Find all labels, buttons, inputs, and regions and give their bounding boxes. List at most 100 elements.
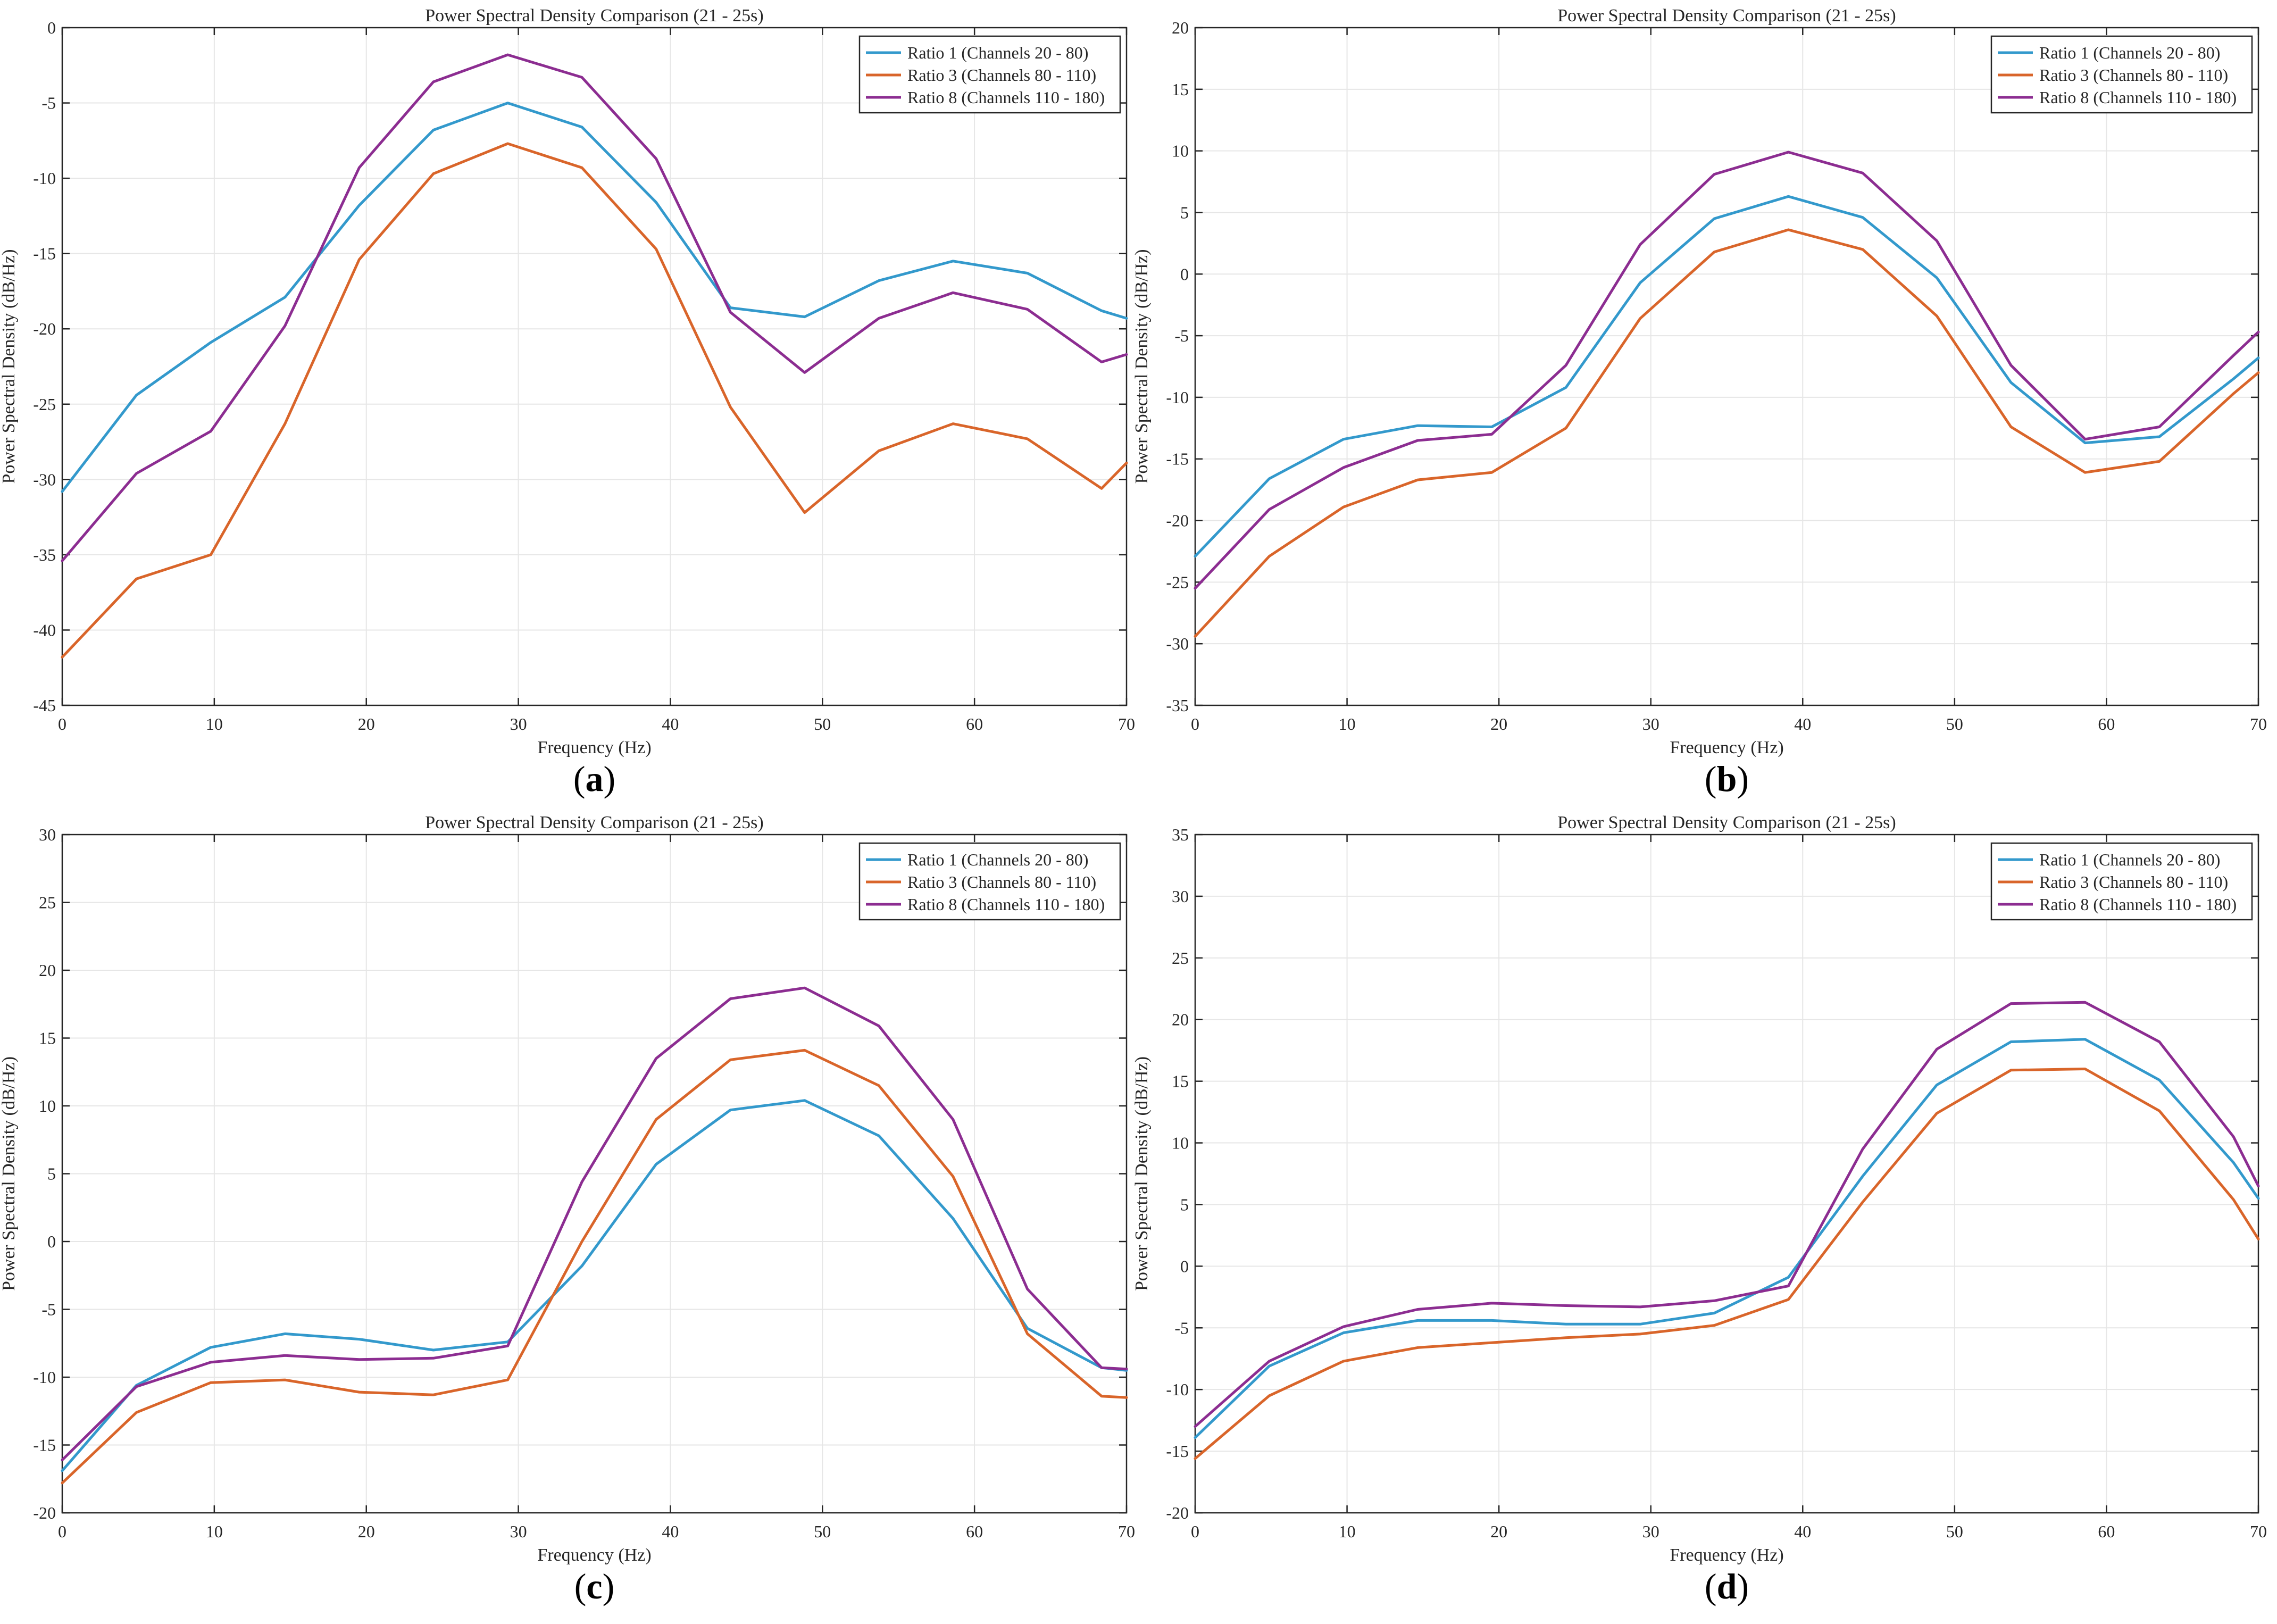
- y-tick-label: 35: [1172, 825, 1189, 844]
- y-tick-label: 10: [1172, 1134, 1189, 1153]
- y-tick-label: 30: [1172, 887, 1189, 906]
- x-tick-label: 20: [358, 1522, 375, 1541]
- x-tick-label: 40: [662, 714, 679, 734]
- y-tick-label: 5: [1180, 1195, 1189, 1214]
- legend-entry: Ratio 3 (Channels 80 - 110): [2039, 872, 2228, 892]
- legend-entry: Ratio 8 (Channels 110 - 180): [2039, 895, 2237, 914]
- x-tick-label: 10: [1339, 1522, 1356, 1541]
- y-tick-label: -45: [33, 696, 56, 715]
- x-axis-label: Frequency (Hz): [1670, 1545, 1783, 1565]
- y-tick-label: -25: [1166, 572, 1189, 592]
- legend-entry: Ratio 3 (Channels 80 - 110): [907, 65, 1096, 85]
- plot-area: [1195, 835, 2258, 1513]
- chart-panel-a: 0 10 20 30 40 50 60 70-45-40-35-30-25-20-15-10-…: [0, 6, 1135, 799]
- x-tick-label: 20: [1490, 1522, 1507, 1541]
- x-tick-label: 70: [2250, 1522, 2267, 1541]
- y-tick-label: 5: [47, 1164, 56, 1184]
- y-tick-label: -10: [1166, 388, 1189, 407]
- y-tick-label: 5: [1180, 203, 1189, 222]
- legend-entry: Ratio 8 (Channels 110 - 180): [907, 895, 1105, 914]
- x-tick-label: 0: [1191, 714, 1199, 734]
- y-tick-label: -30: [1166, 634, 1189, 653]
- y-tick-label: 0: [1180, 1256, 1189, 1276]
- x-tick-label: 10: [1339, 714, 1356, 734]
- y-tick-label: -25: [33, 395, 56, 414]
- y-axis-label: Power Spectral Density (dB/Hz): [1132, 249, 1152, 484]
- plot-area: [62, 28, 1127, 705]
- x-tick-label: 60: [966, 714, 983, 734]
- x-axis: 0 10 20 30 40 50 60 70: [58, 28, 1135, 734]
- y-tick-label: 15: [1172, 80, 1189, 99]
- y-tick-label: -40: [33, 620, 56, 639]
- x-axis: 0 10 20 30 40 50 60 70: [58, 835, 1135, 1541]
- x-tick-label: 50: [814, 1522, 831, 1541]
- x-tick-label: 30: [1642, 1522, 1659, 1541]
- series-line-ratio-8: [61, 53, 1128, 562]
- y-tick-label: 20: [1172, 18, 1189, 37]
- x-tick-label: 40: [1794, 714, 1811, 734]
- x-tick-label: 10: [206, 1522, 223, 1541]
- y-axis: -45 -40 -35 -30 -25 -20 -15 -10 -5 0: [33, 18, 1127, 715]
- y-axis: -20 -15 -10 -5 0 5 10 15 20 25 30 35: [1166, 825, 2258, 1522]
- x-tick-label: 10: [206, 714, 223, 734]
- y-tick-label: 20: [39, 961, 56, 980]
- legend: Ratio 1 (Channels 20 - 80) Ratio 3 (Chann…: [858, 842, 1121, 921]
- x-axis-label: Frequency (Hz): [537, 1545, 651, 1565]
- legend-box: [1990, 35, 2253, 114]
- y-tick-label: -20: [1166, 1503, 1189, 1522]
- series-line-ratio-3: [61, 1048, 1128, 1485]
- y-tick-label: -20: [33, 1503, 56, 1522]
- panel-label: (c): [574, 1566, 615, 1606]
- legend-entry: Ratio 3 (Channels 80 - 110): [907, 872, 1096, 892]
- legend-box: [858, 842, 1121, 921]
- legend: Ratio 1 (Channels 20 - 80) Ratio 3 (Chann…: [1990, 35, 2253, 114]
- plot-area: [1195, 28, 2258, 705]
- legend-entry: Ratio 8 (Channels 110 - 180): [2039, 88, 2237, 107]
- x-axis-label: Frequency (Hz): [537, 738, 651, 757]
- y-tick-label: 30: [39, 825, 56, 844]
- y-axis-label: Power Spectral Density (dB/Hz): [0, 249, 19, 484]
- y-axis-label: Power Spectral Density (dB/Hz): [0, 1056, 19, 1291]
- y-tick-label: -35: [1166, 696, 1189, 715]
- chart-panel-c: 0 10 20 30 40 50 60 70 -20 -15 -10 -5 0 5 10 15 20 25 30 Po…: [0, 813, 1135, 1606]
- x-tick-label: 30: [510, 714, 527, 734]
- y-tick-label: -10: [1166, 1380, 1189, 1399]
- y-tick-label: 25: [39, 893, 56, 912]
- y-tick-label: 0: [47, 18, 56, 37]
- y-tick-label: -5: [1174, 326, 1189, 345]
- y-tick-label: -5: [41, 1300, 56, 1319]
- chart-title: Power Spectral Density Comparison (21 - …: [1557, 813, 1896, 832]
- legend-entry: Ratio 3 (Channels 80 - 110): [2039, 65, 2228, 85]
- x-tick-label: 0: [1191, 1522, 1199, 1541]
- series-line-ratio-8: [61, 986, 1128, 1462]
- legend-entry: Ratio 1 (Channels 20 - 80): [2039, 850, 2220, 869]
- x-tick-label: 70: [2250, 714, 2267, 734]
- y-tick-label: 20: [1172, 1010, 1189, 1029]
- x-tick-label: 60: [2098, 714, 2115, 734]
- x-axis-label: Frequency (Hz): [1670, 738, 1783, 757]
- series-line-ratio-3: [1194, 228, 2260, 638]
- legend: Ratio 1 (Channels 20 - 80) Ratio 3 (Chann…: [858, 35, 1121, 114]
- x-tick-label: 50: [1946, 714, 1963, 734]
- y-tick-label: -5: [1174, 1318, 1189, 1337]
- x-tick-label: 50: [814, 714, 831, 734]
- y-tick-label: 15: [39, 1029, 56, 1048]
- x-tick-label: 60: [966, 1522, 983, 1541]
- series-line-ratio-1: [61, 102, 1128, 493]
- y-tick-label: -15: [33, 244, 56, 263]
- chart-panel-d: 0 10 20 30 40 50 60 70 -20 -15 -10 -5 0 5 10 15 20 25 30 35…: [1132, 813, 2267, 1606]
- y-tick-label: 25: [1172, 948, 1189, 968]
- axes-box: [1194, 27, 2259, 706]
- panel-label: (b): [1705, 759, 1749, 799]
- series-line-ratio-3: [61, 142, 1128, 659]
- y-tick-label: -10: [33, 169, 56, 188]
- x-tick-label: 60: [2098, 1522, 2115, 1541]
- legend-entry: Ratio 1 (Channels 20 - 80): [907, 43, 1088, 62]
- legend-box: [858, 35, 1121, 114]
- series-line-ratio-3: [1194, 1068, 2260, 1460]
- y-tick-label: 0: [47, 1232, 56, 1251]
- series-group: [61, 986, 1128, 1485]
- series-line-ratio-8: [1194, 151, 2260, 590]
- y-tick-label: 15: [1172, 1072, 1189, 1091]
- y-tick-label: -10: [33, 1368, 56, 1387]
